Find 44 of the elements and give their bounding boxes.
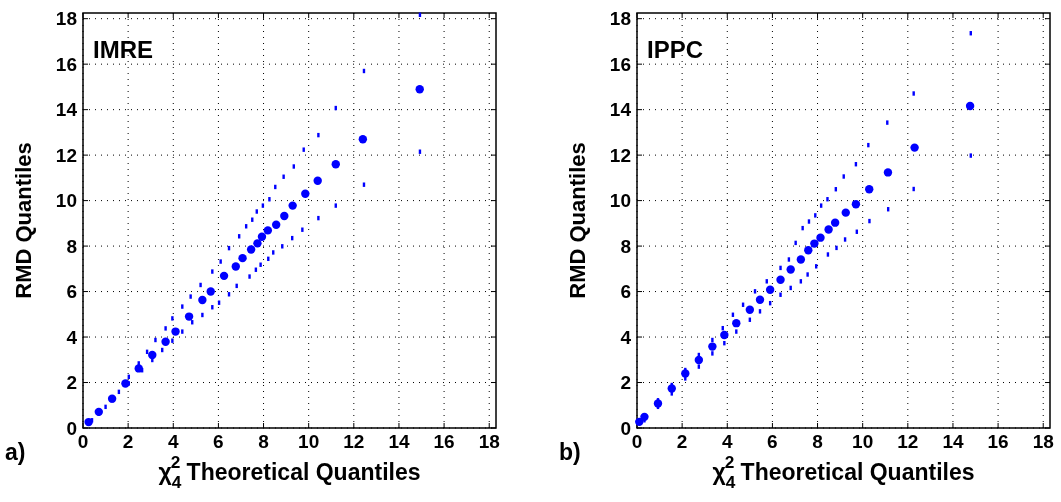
y-tick-label: 2 (620, 372, 631, 394)
x-tick-label: 2 (676, 431, 688, 452)
y-tick-label: 8 (66, 235, 77, 257)
x-tick-label: 18 (478, 431, 500, 452)
text: IMRE (93, 36, 153, 63)
x-axis-title: χ$_{4}$$^{2}$ Theoretical Quantiles (158, 452, 421, 492)
y-tick-label: 16 (609, 53, 631, 75)
y-tick-label: 16 (55, 53, 77, 75)
x-tick-label: 14 (388, 431, 410, 452)
x-tick-label: 10 (298, 431, 320, 452)
y-tick-label: 10 (55, 190, 77, 212)
y-tick-label: 10 (609, 190, 631, 212)
y-tick-label: 14 (609, 99, 632, 121)
x-tick-label: 4 (721, 431, 733, 452)
y-tick-label: 6 (620, 281, 631, 303)
x-axis-title: χ$_{4}$$^{2}$ Theoretical Quantiles (712, 452, 975, 492)
y-axis-title: RMD Quantiles (565, 142, 590, 299)
x-tick-label: 10 (852, 431, 874, 452)
y-tick-label: 14 (55, 99, 78, 121)
text: IPPC (647, 36, 704, 63)
y-axis-title: RMD Quantiles (11, 142, 36, 299)
text: b) (559, 439, 581, 465)
y-tick-label: 4 (66, 326, 78, 348)
y-tick-label: 18 (55, 8, 77, 30)
text: a) (5, 439, 26, 465)
y-tick-label: 18 (609, 8, 631, 30)
y-tick-label: 12 (55, 144, 77, 166)
x-tick-label: 18 (1032, 431, 1054, 452)
y-tick-label: 4 (620, 326, 632, 348)
x-tick-label: 8 (258, 431, 269, 452)
x-tick-label: 2 (122, 431, 134, 452)
x-tick-label: 14 (942, 431, 964, 452)
x-tick-label: 12 (897, 431, 919, 452)
x-tick-label: 6 (213, 431, 224, 452)
y-tick-label: 2 (66, 372, 77, 394)
x-tick-label: 12 (343, 431, 365, 452)
y-tick-label: 6 (66, 281, 77, 303)
y-tick-label: 12 (609, 144, 631, 166)
x-tick-label: 8 (812, 431, 823, 452)
x-tick-label: 16 (433, 431, 455, 452)
y-tick-label: 8 (620, 235, 631, 257)
x-tick-label: 6 (767, 431, 778, 452)
x-tick-label: 4 (167, 431, 179, 452)
x-tick-label: 16 (987, 431, 1009, 452)
